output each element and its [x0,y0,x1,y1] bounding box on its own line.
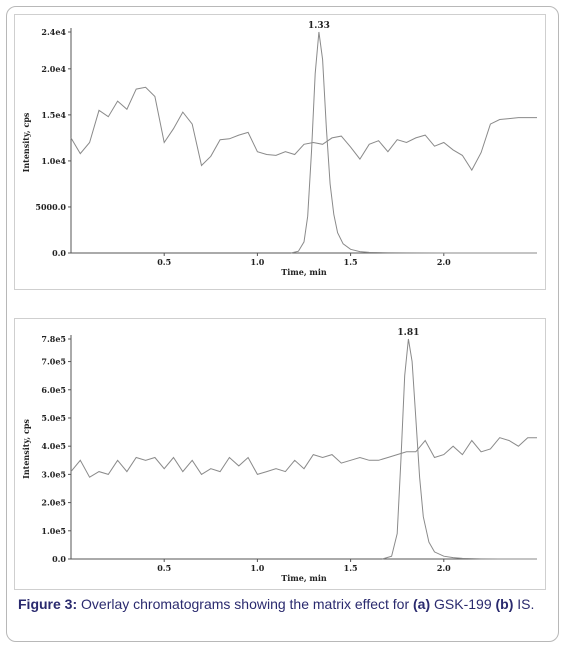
y-tick-label: 1.0e5 [41,526,66,536]
y-tick-label: 7.0e5 [41,357,66,367]
caption-text-1: Overlay chromatograms showing the matrix… [77,596,413,612]
peak-label: 1.33 [308,21,330,31]
x-axis-label: Time, min [281,573,327,583]
y-axis-label: Intensity, cps [21,419,31,479]
caption-text-3: IS. [513,596,535,612]
x-tick-label: 0.5 [157,257,171,267]
y-tick-label: 1.0e4 [41,156,66,166]
y-tick-label: 0.0 [52,248,66,258]
chromatogram-panel-a: 0.0 5000.0 1.0e4 1.5e4 2.0e4 2.4e4 0.5 1.0 1.5 2.… [14,14,546,290]
x-tick-label: 2.0 [437,563,451,573]
y-axis-label: Intensity, cps [21,112,31,172]
caption-part-a: (a) [413,596,431,612]
caption-part-b: (b) [495,596,514,612]
x-tick-label: 2.0 [437,257,451,267]
x-tick-label: 0.5 [157,563,171,573]
y-tick-label: 6.0e5 [41,385,66,395]
x-tick-label: 1.0 [250,563,264,573]
chromatogram-panel-b: 0.0 1.0e5 2.0e5 3.0e5 4.0e5 5.0e5 6.0e5 7.0e5 7.… [14,318,546,590]
x-tick-label: 1.0 [250,257,264,267]
series-line-2 [382,338,537,560]
caption-label: Figure 3: [18,596,78,612]
x-tick-label: 1.5 [344,563,358,573]
y-tick-label: 7.8e5 [41,334,66,344]
series-line-1 [70,86,537,172]
y-tick-label: 1.5e4 [41,110,66,120]
x-axis-label: Time, min [281,267,327,277]
y-tick-label: 0.0 [52,554,66,564]
chart-a: 0.0 5000.0 1.0e4 1.5e4 2.0e4 2.4e4 0.5 1.0 1.5 2.… [21,21,537,277]
chart-b: 0.0 1.0e5 2.0e5 3.0e5 4.0e5 5.0e5 6.0e5 7.0e5 7.… [21,328,537,583]
series-line-1 [70,437,537,478]
y-tick-label: 5000.0 [35,202,66,212]
y-tick-label: 2.4e4 [41,27,66,37]
y-tick-label: 3.0e5 [41,469,66,479]
caption-text-2: GSK-199 [430,596,496,612]
peak-label: 1.81 [397,328,419,338]
y-tick-label: 4.0e5 [41,441,66,451]
y-tick-label: 2.0e5 [41,498,66,508]
y-tick-label: 5.0e5 [41,413,66,423]
series-line-2 [290,31,537,254]
y-tick-label: 2.0e4 [41,64,66,74]
figure-caption: Figure 3: Overlay chromatograms showing … [18,596,546,613]
x-tick-label: 1.5 [344,257,358,267]
